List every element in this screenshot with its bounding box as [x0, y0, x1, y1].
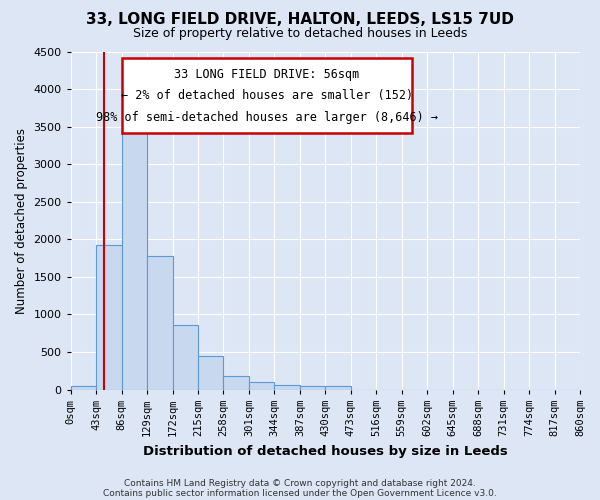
Text: Contains HM Land Registry data © Crown copyright and database right 2024.: Contains HM Land Registry data © Crown c…: [124, 478, 476, 488]
Text: 33 LONG FIELD DRIVE: 56sqm: 33 LONG FIELD DRIVE: 56sqm: [174, 68, 359, 82]
X-axis label: Distribution of detached houses by size in Leeds: Distribution of detached houses by size …: [143, 444, 508, 458]
Bar: [122, 126, 147, 390]
Bar: [198, 356, 223, 390]
Text: Size of property relative to detached houses in Leeds: Size of property relative to detached ho…: [133, 28, 467, 40]
Bar: [96, 246, 122, 390]
Y-axis label: Number of detached properties: Number of detached properties: [15, 128, 28, 314]
Text: 98% of semi-detached houses are larger (8,646) →: 98% of semi-detached houses are larger (…: [96, 110, 438, 124]
Bar: [274, 385, 300, 390]
Bar: [249, 382, 274, 390]
Bar: [147, 256, 173, 390]
Bar: [325, 386, 351, 390]
Text: 33, LONG FIELD DRIVE, HALTON, LEEDS, LS15 7UD: 33, LONG FIELD DRIVE, HALTON, LEEDS, LS1…: [86, 12, 514, 28]
Bar: [300, 386, 325, 390]
FancyBboxPatch shape: [122, 58, 412, 132]
Bar: [173, 325, 198, 390]
Text: Contains public sector information licensed under the Open Government Licence v3: Contains public sector information licen…: [103, 488, 497, 498]
Bar: [223, 376, 249, 390]
Bar: [71, 386, 96, 390]
Text: ← 2% of detached houses are smaller (152): ← 2% of detached houses are smaller (152…: [121, 88, 413, 102]
